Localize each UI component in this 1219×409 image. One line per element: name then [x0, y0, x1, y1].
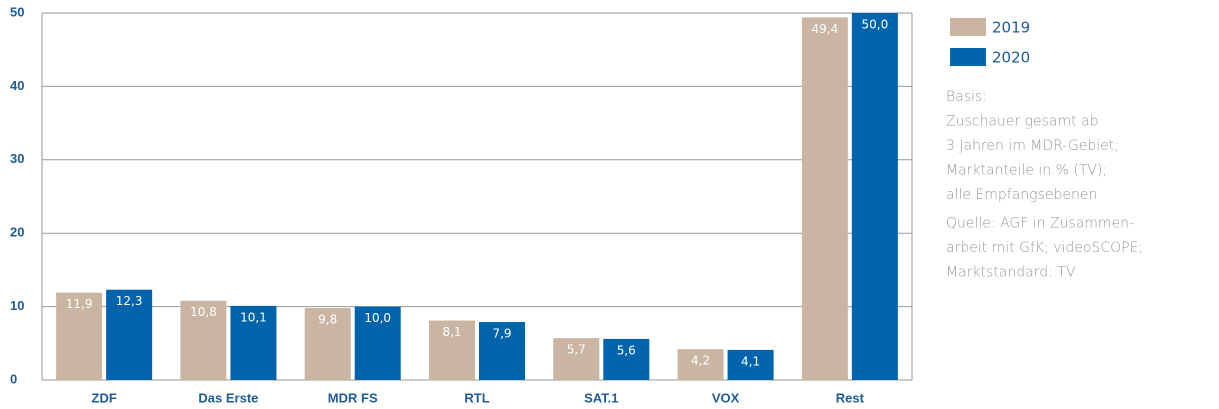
legend-swatch — [950, 48, 986, 66]
bar — [230, 305, 277, 380]
bar — [727, 349, 774, 380]
value-label: 8,1 — [442, 325, 461, 339]
value-label: 5,7 — [567, 343, 586, 357]
note-line: alle Empfangsebenen — [946, 187, 1097, 203]
value-label: 4,1 — [741, 354, 760, 368]
note-line: Marktanteile in % (TV); — [946, 163, 1107, 179]
bar — [479, 322, 525, 380]
legend-label: 2020 — [992, 49, 1030, 67]
x-tick-label: ZDF — [92, 390, 117, 405]
bar — [429, 320, 475, 380]
note-line: Basis: — [946, 89, 987, 105]
value-label: 9,8 — [318, 313, 337, 327]
value-label: 7,9 — [492, 327, 511, 341]
value-label: 50,0 — [861, 18, 888, 32]
x-tick-label: SAT.1 — [584, 390, 618, 405]
legend-label: 2019 — [992, 19, 1030, 37]
bar — [801, 17, 848, 381]
x-tick-label: RTL — [464, 390, 489, 405]
value-label: 49,4 — [811, 22, 838, 36]
note-line: arbeit mit GfK; videoSCOPE; — [946, 240, 1143, 256]
bar — [180, 300, 227, 380]
bar — [106, 289, 153, 380]
y-tick-label: 30 — [10, 151, 24, 166]
value-label: 12,3 — [116, 294, 143, 308]
x-tick-label: VOX — [712, 390, 740, 405]
note-line: 3 Jahren im MDR-Gebiet; — [946, 138, 1119, 154]
value-label: 4,2 — [691, 354, 710, 368]
note-line: Zuschauer gesamt ab — [946, 114, 1099, 130]
bar — [354, 306, 401, 380]
value-label: 11,9 — [66, 297, 93, 311]
x-tick-label: Rest — [836, 390, 865, 405]
bar — [603, 338, 650, 380]
bar — [304, 308, 351, 380]
y-tick-label: 10 — [10, 298, 24, 313]
value-label: 5,6 — [617, 343, 636, 357]
value-label: 10,0 — [364, 311, 391, 325]
bar — [851, 13, 898, 380]
bar — [677, 349, 724, 380]
bar — [56, 292, 103, 380]
note-line: Quelle: AGF in Zusammen- — [946, 216, 1134, 232]
value-label: 10,8 — [190, 305, 217, 319]
y-tick-label: 40 — [10, 78, 24, 93]
x-tick-label: MDR FS — [328, 390, 378, 405]
legend-swatch — [950, 18, 986, 36]
x-tick-label: Das Erste — [198, 390, 258, 405]
y-tick-label: 20 — [10, 225, 24, 240]
y-tick-label: 50 — [10, 4, 24, 19]
bar — [553, 338, 600, 380]
y-tick-label: 0 — [10, 371, 17, 386]
note-line: Marktstandard: TV — [946, 265, 1076, 281]
value-label: 10,1 — [240, 310, 267, 324]
